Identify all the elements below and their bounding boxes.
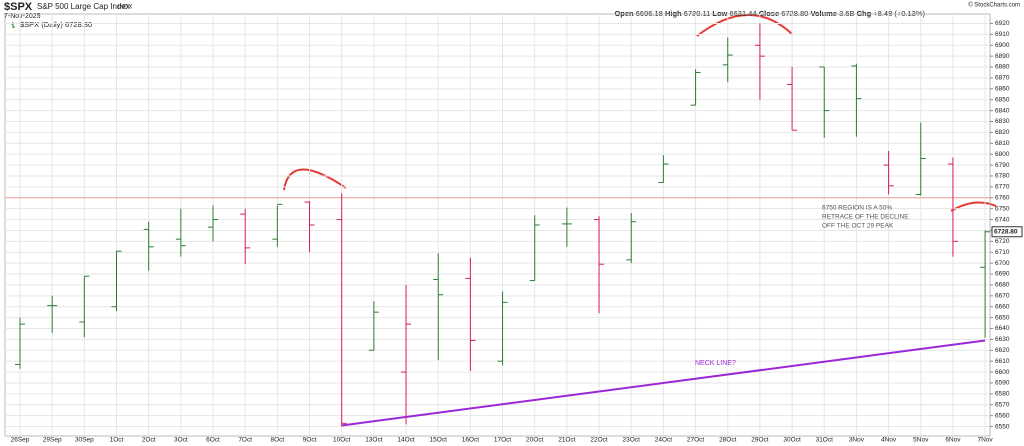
y-tick-label: 6720 (995, 238, 1010, 245)
y-tick-label: 6610 (995, 358, 1010, 365)
x-tick-label: 3Oct (174, 437, 188, 444)
legend: $SPX (Daily) 6728.80 (20, 20, 92, 29)
x-tick-label: 21Oct (558, 437, 576, 444)
x-tick-label: 26Sep (11, 437, 30, 444)
y-tick-label: 6620 (995, 347, 1010, 354)
neck-line (341, 339, 986, 427)
annotation: RETRACE OF THE DECLINE (822, 214, 909, 221)
y-tick-label: 6800 (995, 151, 1010, 158)
x-tick-label: 4Nov (881, 437, 897, 444)
x-tick-label: 31Oct (816, 437, 834, 444)
y-tick-label: 6650 (995, 314, 1010, 321)
y-tick-label: 6560 (995, 412, 1010, 419)
last-price-label: 6728.80 (994, 228, 1018, 235)
quote-label: Close (759, 9, 779, 18)
x-tick-label: 16Oct (462, 437, 480, 444)
last-price-box (991, 226, 1023, 238)
y-tick-label: 6910 (995, 31, 1010, 38)
x-tick-label: 30Oct (783, 437, 801, 444)
y-tick-label: 6590 (995, 380, 1010, 387)
quote-value: 6631.44 (729, 9, 756, 18)
copyright: © StockCharts.com (968, 2, 1020, 9)
y-tick-label: 6630 (995, 336, 1010, 343)
y-tick-label: 6790 (995, 162, 1010, 169)
exchange: INDX (118, 5, 132, 11)
quote-value: 6730.11 (684, 9, 711, 18)
annotation: 6750 REGION IS A 50% (822, 205, 892, 212)
x-tick-label: 23Oct (623, 437, 641, 444)
quote-value: 6728.80 (781, 9, 808, 18)
arc (696, 14, 793, 37)
y-tick-label: 6780 (995, 173, 1010, 180)
y-tick-label: 6880 (995, 64, 1010, 71)
security-name: S&P 500 Large Cap Index (37, 2, 130, 11)
y-tick-label: 6580 (995, 391, 1010, 398)
y-tick-label: 6660 (995, 303, 1010, 310)
symbol: $SPX (4, 1, 33, 13)
quote-label: Open (614, 9, 634, 18)
x-tick-label: 24Oct (655, 437, 673, 444)
y-tick-label: 6830 (995, 118, 1010, 125)
x-tick-label: 27Oct (687, 437, 705, 444)
x-tick-label: 13Oct (365, 437, 383, 444)
x-tick-label: 29Sep (43, 437, 62, 444)
x-tick-label: 7Oct (238, 437, 252, 444)
y-tick-label: 6680 (995, 282, 1010, 289)
quote-label: Volume (810, 9, 837, 18)
y-tick-label: 6890 (995, 53, 1010, 60)
x-tick-label: 3Nov (849, 437, 865, 444)
x-tick-label: 9Oct (303, 437, 317, 444)
y-tick-label: 6920 (995, 20, 1010, 27)
y-tick-label: 6550 (995, 423, 1010, 430)
y-tick-label: 6840 (995, 107, 1010, 114)
x-tick-label: 1Oct (110, 437, 124, 444)
x-tick-label: 28Oct (719, 437, 737, 444)
x-tick-label: 8Oct (270, 437, 284, 444)
annotation: OFF THE OCT 29 PEAK (822, 223, 894, 230)
x-tick-label: 20Oct (526, 437, 544, 444)
y-tick-label: 6600 (995, 369, 1010, 376)
x-tick-label: 15Oct (430, 437, 448, 444)
quote-label: High (665, 9, 682, 18)
y-tick-label: 6750 (995, 205, 1010, 212)
y-tick-label: 6700 (995, 260, 1010, 267)
y-tick-label: 6870 (995, 75, 1010, 82)
header: $SPX S&P 500 Large Cap Index INDX 7-Nov-… (4, 1, 1020, 29)
quote-label: Low (712, 9, 727, 18)
quote-value: +8.48 (+0.13%) (873, 9, 925, 18)
x-tick-label: 5Nov (913, 437, 929, 444)
quote: Open 6696.18 High 6730.11 Low 6631.44 Cl… (614, 9, 925, 18)
y-tick-label: 6860 (995, 86, 1010, 93)
quote-value: 3.6B (839, 9, 854, 18)
x-tick-label: 29Oct (751, 437, 769, 444)
y-tick-label: 6850 (995, 96, 1010, 103)
x-tick-label: 6Nov (945, 437, 961, 444)
neck-line-label: NECK LINE? (695, 360, 736, 367)
y-tick-label: 6820 (995, 129, 1010, 136)
y-tick-label: 6570 (995, 401, 1010, 408)
x-tick-label: 7Nov (978, 437, 994, 444)
x-tick-label: 14Oct (397, 437, 415, 444)
arc (283, 168, 347, 191)
plot-frame (4, 13, 991, 437)
x-tick-label: 10Oct (333, 437, 351, 444)
x-tick-label: 22Oct (590, 437, 608, 444)
x-tick-label: 30Sep (75, 437, 94, 444)
x-tick-label: 2Oct (142, 437, 156, 444)
chart-date: 7-Nov-2025 (4, 13, 41, 20)
x-tick-label: 6Oct (206, 437, 220, 444)
x-tick-label: 17Oct (494, 437, 512, 444)
y-tick-label: 6710 (995, 249, 1010, 256)
y-tick-label: 6690 (995, 271, 1010, 278)
y-tick-label: 6640 (995, 325, 1010, 332)
y-tick-label: 6670 (995, 293, 1010, 300)
quote-label: Chg (857, 9, 872, 18)
y-tick-label: 6760 (995, 194, 1010, 201)
y-tick-label: 6810 (995, 140, 1010, 147)
y-tick-label: 6770 (995, 184, 1010, 191)
quote-value: 6696.18 (636, 9, 663, 18)
y-tick-label: 6740 (995, 216, 1010, 223)
y-tick-label: 6900 (995, 42, 1010, 49)
